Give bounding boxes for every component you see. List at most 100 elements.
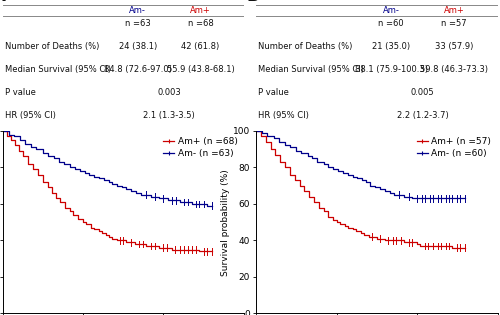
Text: 0.003: 0.003 (157, 88, 181, 97)
Am- (n =63) (106, 180, 112, 184)
Legend: Am+ (n =57), Am- (n =60): Am+ (n =57), Am- (n =60) (415, 135, 493, 160)
Am+ (n =57) (292, 178, 298, 182)
Am- (n =60) (330, 167, 336, 171)
Am- (n =63) (22, 142, 28, 146)
Am+ (n =57) (336, 222, 342, 226)
Am- (n =60) (443, 197, 449, 200)
Am- (n =63) (60, 162, 66, 166)
Am- (n =63) (204, 204, 210, 208)
Am+ (n =57) (369, 235, 375, 239)
Am- (n =60) (368, 184, 374, 187)
Am- (n =63) (196, 202, 202, 206)
Am- (n =60) (438, 197, 444, 200)
Text: 55.9 (43.8-68.1): 55.9 (43.8-68.1) (166, 65, 234, 74)
Text: 2.2 (1.2-3.7): 2.2 (1.2-3.7) (397, 112, 448, 120)
Am- (n =60) (372, 186, 378, 189)
Am- (n =63) (184, 200, 190, 204)
Am- (n =63) (128, 189, 134, 193)
Am- (n =63) (51, 156, 57, 160)
Am- (n =60) (396, 193, 402, 197)
Text: Number of Deaths (%): Number of Deaths (%) (258, 42, 353, 51)
Am+ (n =57) (406, 240, 412, 244)
Text: n =60: n =60 (378, 19, 404, 28)
Am- (n =60) (320, 162, 326, 166)
Line: Am+ (n =68): Am+ (n =68) (2, 131, 212, 251)
Am- (n =60) (414, 197, 420, 200)
Am+ (n =57) (287, 173, 293, 177)
Am+ (n =57) (272, 153, 278, 157)
Am+ (n =57) (414, 242, 420, 246)
Text: Median Survival (95% CI): Median Survival (95% CI) (258, 65, 364, 74)
Am+ (n =57) (277, 160, 283, 164)
Am+ (n =57) (382, 238, 388, 242)
Am- (n =63) (133, 191, 139, 195)
Am- (n =63) (96, 176, 102, 180)
Am+ (n =57) (358, 231, 364, 235)
Text: P value: P value (258, 88, 290, 97)
Am+ (n =68) (128, 240, 134, 244)
Am- (n =63) (166, 198, 172, 202)
Am+ (n =57) (454, 246, 460, 249)
Am- (n =63) (67, 165, 73, 169)
Am- (n =63) (152, 195, 158, 198)
Am- (n =60) (354, 176, 360, 180)
Am- (n =63) (114, 184, 120, 187)
Am- (n =63) (17, 138, 23, 142)
Am- (n =63) (124, 187, 130, 191)
Am- (n =60) (298, 151, 304, 155)
Text: Am+: Am+ (444, 6, 464, 15)
Am+ (n =57) (430, 244, 436, 248)
Am+ (n =57) (262, 140, 268, 144)
Text: HR (95% CI): HR (95% CI) (5, 112, 56, 120)
Am- (n =63) (192, 202, 198, 206)
Am- (n =60) (326, 165, 332, 169)
Am- (n =63) (118, 186, 124, 189)
Am+ (n =57) (409, 240, 415, 244)
Text: B: B (246, 0, 259, 5)
Am+ (n =68) (192, 248, 198, 251)
Am- (n =60) (335, 169, 341, 173)
Am+ (n =57) (398, 238, 404, 242)
Am+ (n =57) (446, 244, 452, 248)
Am- (n =60) (386, 191, 392, 195)
Text: n =68: n =68 (188, 19, 214, 28)
Am- (n =60) (340, 171, 346, 175)
Text: 59.8 (46.3-73.3): 59.8 (46.3-73.3) (420, 65, 488, 74)
Am+ (n =57) (342, 224, 347, 228)
Am+ (n =57) (268, 147, 274, 151)
Am- (n =63) (44, 155, 51, 158)
Am+ (n =57) (390, 238, 396, 242)
Am- (n =63) (6, 133, 12, 136)
Am+ (n =57) (306, 195, 312, 198)
Am- (n =60) (314, 160, 320, 164)
Am+ (n =57) (401, 240, 407, 244)
Am- (n =60) (406, 195, 412, 198)
Am- (n =63) (101, 178, 107, 182)
Am- (n =63) (109, 182, 115, 186)
Am- (n =60) (287, 146, 293, 149)
Am- (n =60) (430, 197, 436, 200)
Text: A: A (0, 0, 6, 5)
Am- (n =60) (458, 197, 464, 200)
Am- (n =60) (310, 156, 316, 160)
Am- (n =63) (56, 160, 62, 164)
Am- (n =60) (419, 197, 425, 200)
Am+ (n =57) (438, 244, 444, 248)
Am- (n =60) (462, 197, 468, 200)
Am- (n =60) (454, 197, 460, 200)
Am+ (n =57) (311, 200, 317, 204)
Am- (n =63) (28, 146, 34, 149)
Am+ (n =57) (253, 129, 259, 133)
Am+ (n =57) (450, 246, 456, 249)
Am- (n =63) (72, 167, 78, 171)
Am+ (n =57) (462, 246, 468, 249)
Am+ (n =57) (345, 226, 351, 230)
Am- (n =60) (282, 144, 288, 147)
Am- (n =63) (82, 171, 87, 175)
Text: 2.1 (1.3-3.5): 2.1 (1.3-3.5) (143, 112, 195, 120)
Am- (n =63) (200, 202, 206, 206)
Am+ (n =57) (326, 215, 332, 219)
Am- (n =63) (209, 204, 215, 208)
Text: n =63: n =63 (125, 19, 150, 28)
Am- (n =63) (174, 198, 180, 202)
